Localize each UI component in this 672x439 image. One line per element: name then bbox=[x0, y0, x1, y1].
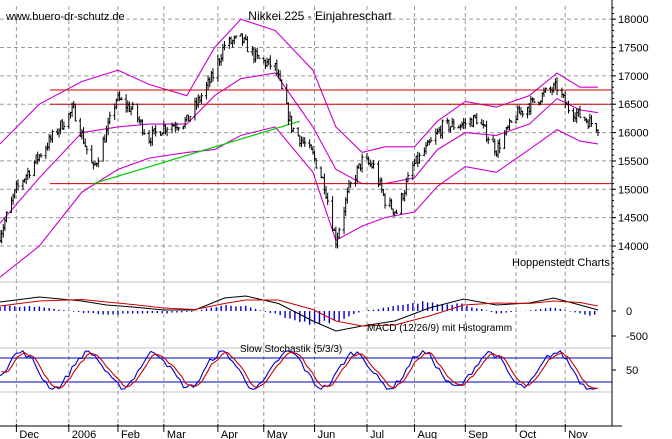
y-tick-label: 14000 bbox=[618, 241, 649, 253]
y-tick-label: 17500 bbox=[618, 43, 649, 55]
bollinger-middle-line bbox=[0, 72, 599, 224]
x-tick-label: Dec bbox=[19, 429, 39, 439]
y-tick-label: 17000 bbox=[618, 71, 649, 83]
grid-lines bbox=[0, 6, 612, 426]
provider-label: Hoppenstedt Charts bbox=[512, 257, 610, 269]
x-tick-label: 2006 bbox=[72, 429, 96, 439]
macd-y-tick-label: -500 bbox=[626, 331, 648, 343]
stochastic-label: Slow Stochastik (5/3/3) bbox=[240, 344, 342, 355]
macd-y-tick-label: 0 bbox=[626, 306, 632, 318]
y-tick-label: 14500 bbox=[618, 213, 649, 225]
x-tick-label: Jun bbox=[318, 429, 336, 439]
chart-title: Nikkei 225 - Einjahreschart bbox=[248, 9, 392, 23]
bollinger-upper-line bbox=[0, 18, 598, 154]
bollinger-lower-line bbox=[0, 126, 599, 278]
macd-label: MACD (12/26/9) mit Histogramm bbox=[367, 323, 512, 334]
x-tick-label: Jul bbox=[370, 429, 384, 439]
x-tick-label: May bbox=[267, 429, 288, 439]
stoch-y-tick-label: 50 bbox=[626, 365, 638, 377]
stochastic-panel bbox=[0, 349, 612, 390]
x-tick-label: Aug bbox=[418, 429, 438, 439]
macd-signal-line bbox=[0, 298, 599, 327]
stoch-k-line bbox=[0, 349, 597, 390]
price-panel bbox=[0, 18, 612, 278]
x-tick-label: Mar bbox=[167, 429, 186, 439]
y-tick-label: 15000 bbox=[618, 184, 649, 196]
x-tick-label: Feb bbox=[121, 429, 140, 439]
y-tick-label: 15500 bbox=[618, 156, 649, 168]
x-tick-label: Sep bbox=[468, 429, 488, 439]
axes: Dec 2006 Feb Mar Apr May Jun Jul Aug Sep Oct Nov 180… bbox=[0, 0, 649, 439]
stoch-d-line bbox=[1, 351, 598, 389]
y-tick-label: 16500 bbox=[618, 99, 649, 111]
trend-line bbox=[93, 120, 300, 185]
macd-panel bbox=[0, 295, 599, 332]
x-tick-label: Oct bbox=[519, 429, 536, 439]
x-tick-label: Nov bbox=[568, 429, 588, 439]
source-url: www.buero-dr-schutz.de bbox=[5, 11, 125, 23]
y-tick-label: 18000 bbox=[618, 14, 649, 26]
y-tick-label: 16000 bbox=[618, 128, 649, 140]
x-tick-label: Apr bbox=[221, 429, 238, 439]
